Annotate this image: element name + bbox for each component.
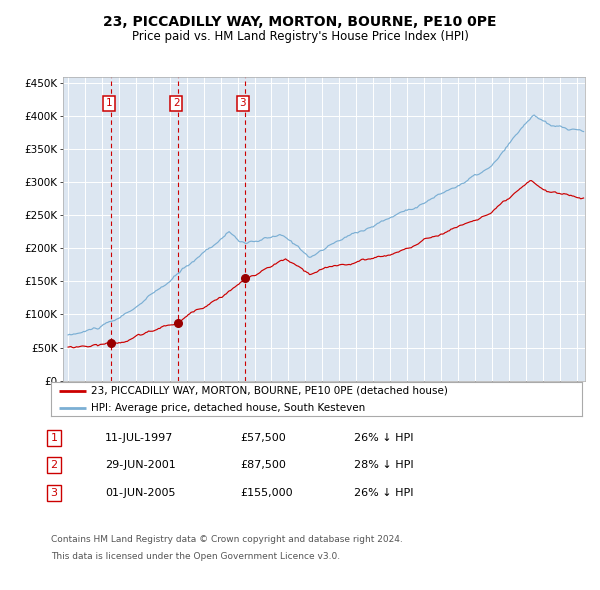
Text: Price paid vs. HM Land Registry's House Price Index (HPI): Price paid vs. HM Land Registry's House … — [131, 30, 469, 43]
Text: 1: 1 — [106, 99, 113, 109]
Text: 26% ↓ HPI: 26% ↓ HPI — [354, 488, 413, 497]
Text: Contains HM Land Registry data © Crown copyright and database right 2024.: Contains HM Land Registry data © Crown c… — [51, 535, 403, 545]
Text: £155,000: £155,000 — [240, 488, 293, 497]
Text: 28% ↓ HPI: 28% ↓ HPI — [354, 460, 413, 470]
Text: HPI: Average price, detached house, South Kesteven: HPI: Average price, detached house, Sout… — [91, 404, 365, 414]
Text: 1: 1 — [50, 433, 58, 442]
Text: 3: 3 — [239, 99, 246, 109]
Text: 11-JUL-1997: 11-JUL-1997 — [105, 433, 173, 442]
Text: 23, PICCADILLY WAY, MORTON, BOURNE, PE10 0PE (detached house): 23, PICCADILLY WAY, MORTON, BOURNE, PE10… — [91, 386, 448, 396]
Text: This data is licensed under the Open Government Licence v3.0.: This data is licensed under the Open Gov… — [51, 552, 340, 561]
Text: 2: 2 — [50, 460, 58, 470]
Text: 23, PICCADILLY WAY, MORTON, BOURNE, PE10 0PE: 23, PICCADILLY WAY, MORTON, BOURNE, PE10… — [103, 15, 497, 29]
Text: 3: 3 — [50, 488, 58, 497]
Text: 01-JUN-2005: 01-JUN-2005 — [105, 488, 176, 497]
Text: 29-JUN-2001: 29-JUN-2001 — [105, 460, 176, 470]
Text: £87,500: £87,500 — [240, 460, 286, 470]
Text: 2: 2 — [173, 99, 179, 109]
Text: £57,500: £57,500 — [240, 433, 286, 442]
Text: 26% ↓ HPI: 26% ↓ HPI — [354, 433, 413, 442]
